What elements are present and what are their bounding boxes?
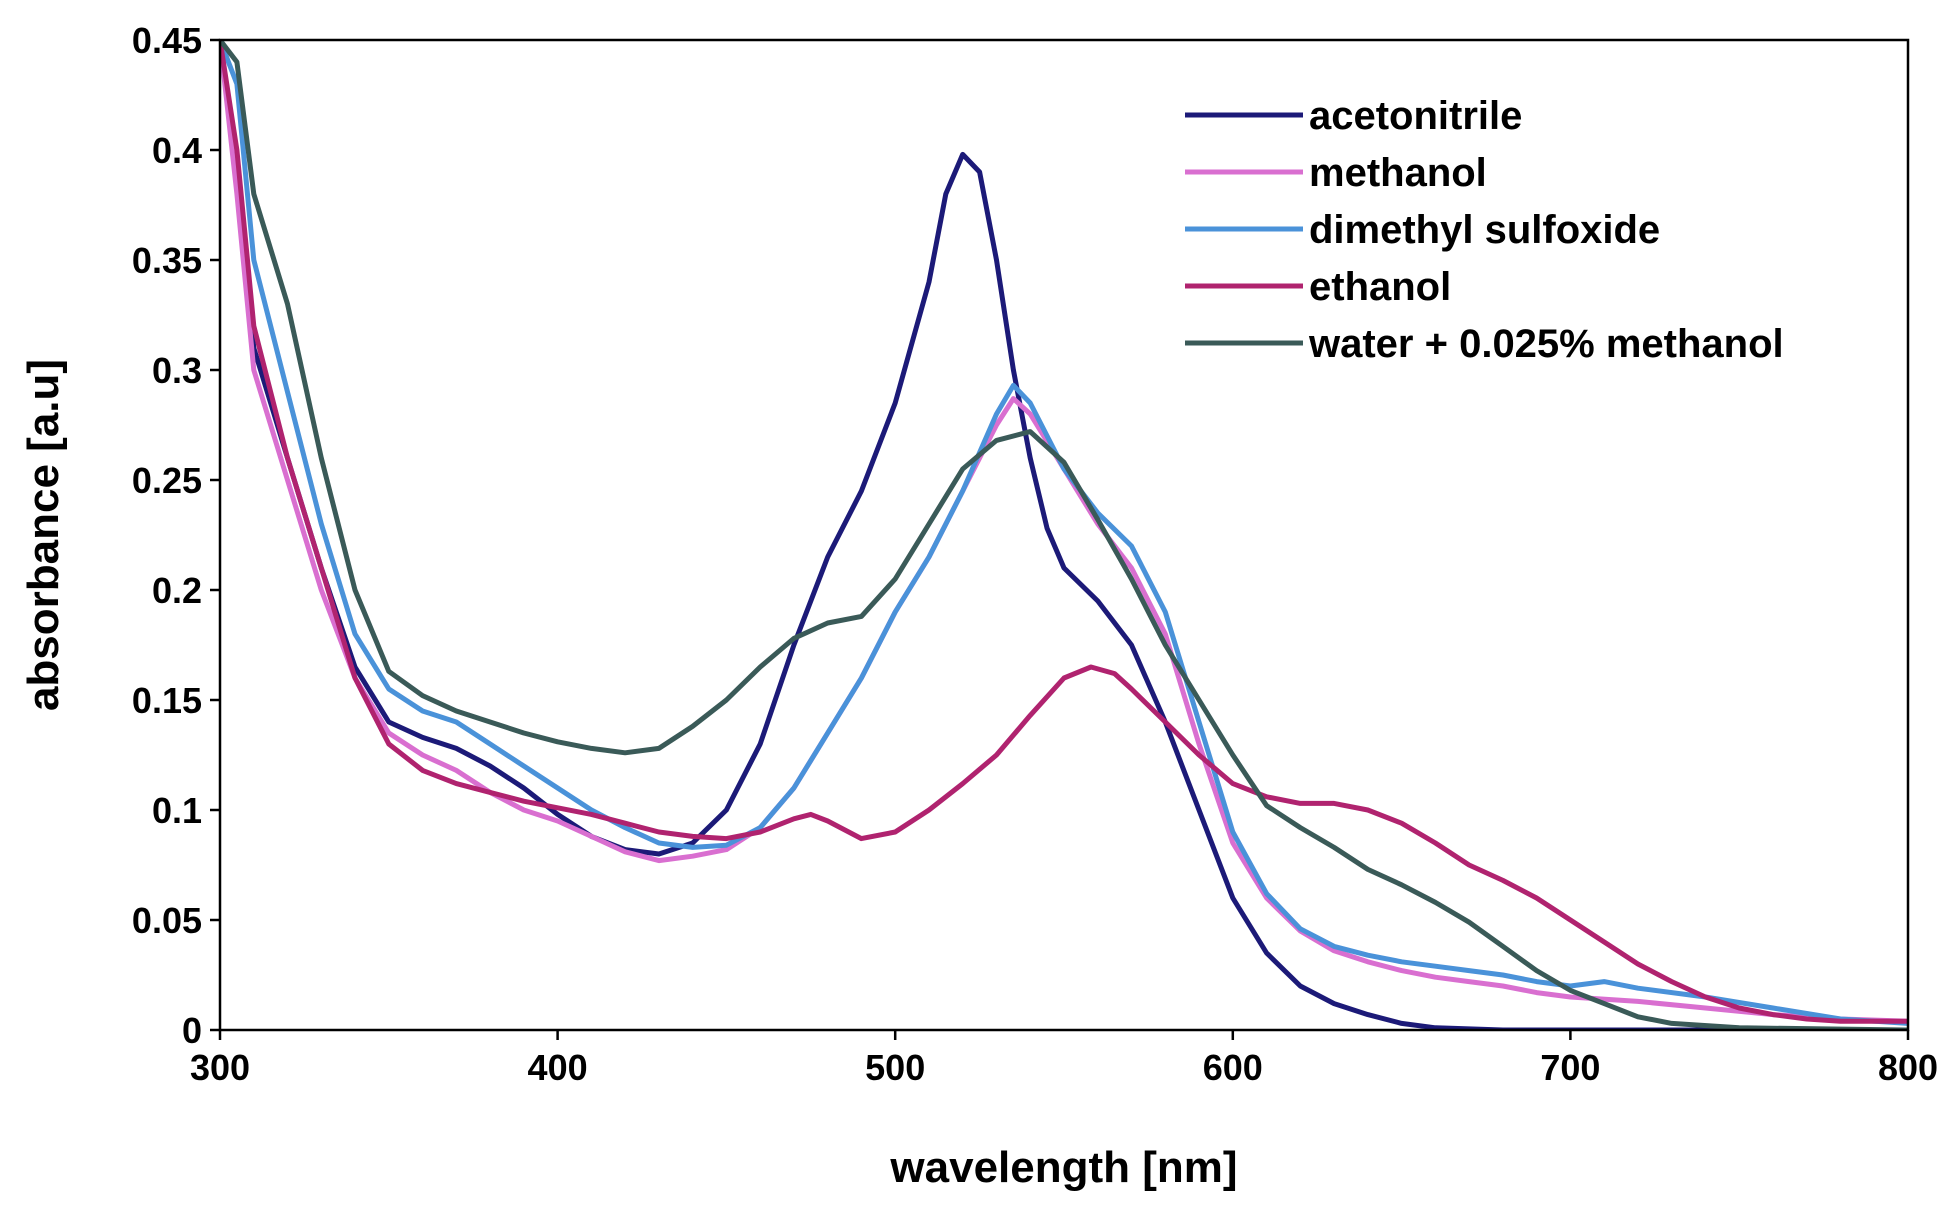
legend-label-2: dimethyl sulfoxide <box>1309 208 1660 252</box>
x-tick-label: 700 <box>1540 1047 1600 1088</box>
y-axis: 0 0.05 0.1 0.15 0.2 0.25 0.3 0.35 0.4 0.45 <box>132 20 220 1051</box>
x-axis-title: wavelength [nm] <box>889 1143 1237 1192</box>
x-tick-label: 500 <box>865 1047 925 1088</box>
series-line-2 <box>220 40 1908 1026</box>
x-tick-label: 600 <box>1203 1047 1263 1088</box>
y-tick-label: 0 <box>182 1010 202 1051</box>
legend-label-1: methanol <box>1309 151 1487 195</box>
y-tick-label: 0.35 <box>132 240 202 281</box>
x-tick-label: 800 <box>1878 1047 1938 1088</box>
legend-label-3: ethanol <box>1309 265 1451 309</box>
series-line-0 <box>220 40 1908 1030</box>
series-layer <box>220 40 1908 1030</box>
y-tick-label: 0.45 <box>132 20 202 61</box>
y-tick-label: 0.4 <box>152 130 202 171</box>
series-line-4 <box>220 40 1908 1030</box>
legend-label-0: acetonitrile <box>1309 94 1522 138</box>
y-tick-label: 0.1 <box>152 790 202 831</box>
legend-label-4: water + 0.025% methanol <box>1308 322 1784 366</box>
plot-area-frame <box>218 38 1910 1032</box>
y-tick-label: 0.15 <box>132 680 202 721</box>
y-tick-label: 0.2 <box>152 570 202 611</box>
y-tick-label: 0.25 <box>132 460 202 501</box>
y-axis-title: absorbance [a.u] <box>19 359 68 711</box>
legend: acetonitrile methanol dimethyl sulfoxide et… <box>1185 94 1784 366</box>
x-tick-label: 400 <box>528 1047 588 1088</box>
y-tick-label: 0.05 <box>132 900 202 941</box>
series-line-3 <box>220 40 1908 1024</box>
y-tick-label: 0.3 <box>152 350 202 391</box>
x-tick-label: 300 <box>190 1047 250 1088</box>
x-axis: 300 400 500 600 700 800 <box>190 1030 1938 1088</box>
